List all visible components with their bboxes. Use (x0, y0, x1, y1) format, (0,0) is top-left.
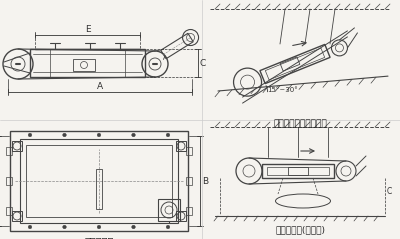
Text: A: A (97, 81, 103, 91)
Circle shape (132, 133, 135, 137)
Bar (73, 59, 95, 71)
Circle shape (132, 225, 135, 229)
Circle shape (97, 225, 101, 229)
Circle shape (28, 133, 32, 137)
Text: B: B (202, 176, 208, 185)
Circle shape (166, 225, 170, 229)
Text: C: C (387, 186, 392, 196)
Circle shape (63, 225, 66, 229)
Circle shape (166, 133, 170, 137)
Bar (30, 49, 145, 77)
Circle shape (28, 225, 32, 229)
Bar (267, 167, 329, 175)
Circle shape (63, 133, 66, 137)
Text: 外形尺寸图: 外形尺寸图 (84, 236, 114, 239)
Bar (12, 211, 22, 221)
Bar (20, 139, 178, 223)
Text: E: E (85, 25, 90, 33)
Bar (158, 199, 180, 221)
Bar (6, 207, 12, 215)
Bar (262, 164, 334, 178)
Bar (176, 211, 186, 221)
Bar (96, 169, 102, 209)
Text: 安装示意图（傘斜式）: 安装示意图（傘斜式） (273, 119, 327, 128)
Bar (288, 167, 308, 175)
Bar (26, 145, 172, 217)
Bar (176, 141, 186, 151)
Text: C: C (200, 59, 206, 67)
Bar (186, 147, 192, 155)
Bar (6, 147, 12, 155)
Text: 15°~30°: 15°~30° (268, 87, 298, 93)
Text: 安装示意图(水平式): 安装示意图(水平式) (275, 225, 325, 234)
Bar (186, 177, 192, 185)
Bar (10, 131, 188, 231)
Bar (6, 177, 12, 185)
Bar (12, 141, 22, 151)
Circle shape (97, 133, 101, 137)
Bar (186, 207, 192, 215)
